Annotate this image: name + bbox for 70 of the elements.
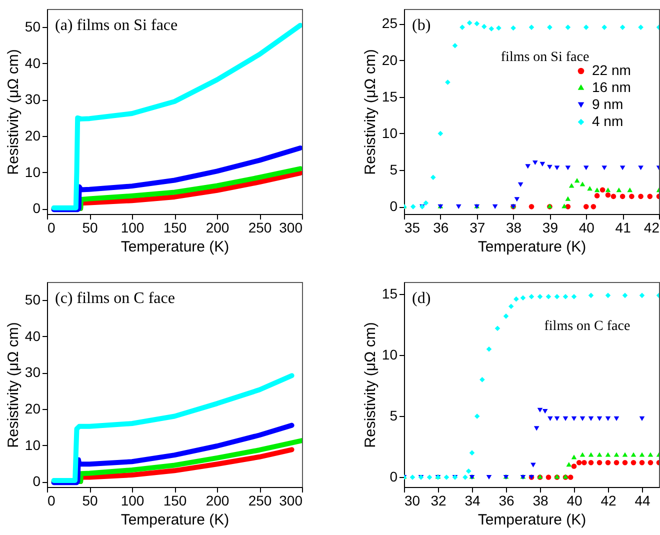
x-tick-label: 250 — [248, 220, 272, 236]
x-tick-label: 44 — [634, 492, 650, 508]
x-tick-label: 40 — [566, 492, 582, 508]
x-tick-label: 50 — [82, 220, 98, 236]
y-axis-title: Resistivity (μΩ cm) — [4, 49, 22, 175]
annotation: (c) films on C face — [55, 290, 175, 307]
x-axis-title: Temperature (K) — [120, 238, 230, 256]
x-tick-label: 35 — [404, 220, 420, 236]
y-tick-label: 25 — [382, 15, 398, 32]
x-tick-label: 32 — [430, 492, 446, 508]
x-tick-label: 34 — [464, 492, 480, 508]
x-tick-label: 200 — [206, 492, 230, 508]
y-tick-label: 10 — [382, 124, 398, 141]
annotation: films on Si face — [500, 50, 590, 65]
x-tick-label: 38 — [532, 492, 548, 508]
x-tick-label: 100 — [120, 492, 144, 508]
y-tick-label: 10 — [24, 436, 41, 453]
x-axis-title: Temperature (K) — [120, 512, 230, 528]
legend-label: 4 nm — [592, 113, 624, 129]
x-tick-label: 42 — [600, 492, 616, 508]
x-tick-label: 39 — [542, 220, 558, 236]
legend-label: 16 nm — [592, 79, 631, 95]
legend-label: 9 nm — [592, 96, 624, 112]
x-tick-label: 150 — [163, 492, 187, 508]
x-tick-label: 36 — [433, 220, 449, 236]
annotation: (b) — [412, 17, 431, 34]
y-tick-label: 0 — [32, 473, 41, 490]
x-tick-label: 150 — [163, 220, 187, 236]
y-tick-label: 20 — [24, 400, 41, 416]
x-tick-label: 38 — [506, 220, 522, 236]
y-tick-label: 15 — [382, 88, 398, 104]
x-axis-title: Temperature (K) — [478, 238, 586, 256]
y-tick-label: 0 — [390, 198, 398, 214]
y-axis-title: Resistivity (μΩ cm) — [4, 322, 22, 448]
y-tick-label: 50 — [24, 18, 41, 35]
y-axis-title: Resistivity (μΩ cm) — [362, 322, 379, 448]
x-tick-label: 42 — [644, 220, 660, 236]
y-tick-label: 40 — [24, 54, 41, 71]
y-tick-label: 40 — [24, 328, 41, 344]
annotation: (a) films on Si face — [55, 17, 178, 34]
y-tick-label: 30 — [24, 364, 41, 380]
annotation: (d) — [412, 290, 431, 307]
x-tick-label: 36 — [498, 492, 514, 508]
x-axis-title: Temperature (K) — [478, 512, 586, 528]
y-tick-label: 20 — [382, 52, 398, 68]
x-tick-label: 0 — [48, 492, 56, 508]
x-tick-label: 50 — [82, 492, 98, 508]
x-tick-label: 30 — [404, 492, 420, 508]
y-tick-label: 10 — [24, 164, 41, 180]
x-tick-label: 200 — [206, 220, 230, 236]
y-tick-label: 5 — [390, 162, 398, 178]
annotation: films on C face — [544, 319, 630, 334]
x-tick-label: 300 — [279, 220, 303, 236]
y-axis-title: Resistivity (μΩ cm) — [362, 49, 379, 175]
y-tick-label: 5 — [390, 408, 398, 424]
legend-label: 22 nm — [592, 62, 631, 78]
y-tick-label: 10 — [382, 346, 398, 363]
x-tick-label: 40 — [578, 220, 595, 236]
x-tick-label: 37 — [470, 220, 486, 236]
y-tick-label: 30 — [24, 91, 41, 108]
x-tick-label: 0 — [48, 220, 56, 236]
y-tick-label: 15 — [382, 286, 398, 302]
x-tick-label: 100 — [120, 220, 144, 236]
x-tick-label: 41 — [615, 220, 632, 236]
y-tick-label: 0 — [390, 468, 398, 485]
x-tick-label: 250 — [248, 492, 272, 508]
y-tick-label: 20 — [24, 127, 41, 144]
y-tick-label: 0 — [32, 200, 41, 216]
y-tick-label: 50 — [24, 292, 41, 308]
x-tick-label: 300 — [279, 492, 303, 508]
